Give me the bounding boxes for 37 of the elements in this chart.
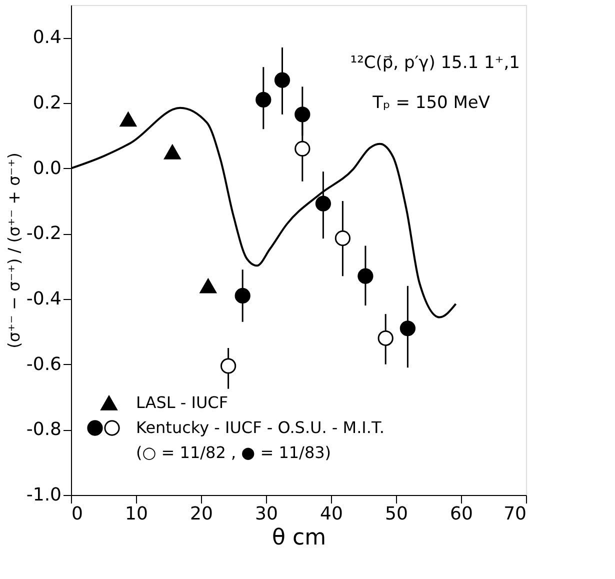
point	[274, 72, 290, 88]
x-tick-label: 0	[72, 504, 83, 524]
y-tick-label: -1.0	[26, 484, 62, 506]
annotation: (○ = 11/82 , ● = 11/83)	[136, 443, 332, 462]
y-tick-label: 0.0	[32, 158, 62, 179]
x-tick-label: 30	[255, 504, 278, 524]
point	[164, 144, 181, 160]
point	[294, 106, 310, 122]
y-tick-label: -0.4	[26, 288, 62, 310]
point	[378, 330, 394, 346]
legend-label: LASL - IUCF	[136, 393, 228, 412]
x-tick-label: 20	[190, 504, 213, 524]
point	[234, 288, 250, 304]
annotation: Tₚ = 150 MeV	[372, 93, 490, 113]
point	[120, 112, 137, 127]
point	[294, 140, 310, 157]
y-tick-label: -0.2	[26, 223, 62, 244]
y-axis-title: (σ⁺⁻ − σ⁻⁺) / (σ⁺⁻ + σ⁻⁺)	[4, 152, 24, 348]
y-tick-label: -0.8	[26, 419, 62, 440]
y-tick-label: -0.6	[26, 354, 62, 375]
x-axis-title: θ cm	[272, 526, 326, 550]
x-tick-label: 50	[385, 504, 408, 524]
annotation: ¹²C(p⃗, p′γ) 15.1 1⁺,1	[350, 53, 520, 73]
x-tick-label: 70	[504, 504, 526, 524]
point	[256, 92, 272, 108]
legend-label: Kentucky - IUCF - O.S.U. - M.I.T.	[136, 418, 384, 437]
point	[220, 358, 236, 374]
point	[200, 278, 216, 294]
point	[334, 230, 351, 246]
x-tick-label: 40	[320, 504, 343, 524]
y-tick-label: 0.4	[32, 27, 62, 48]
point	[358, 268, 374, 284]
x-tick-label: 60	[450, 504, 473, 524]
y-tick-label: 0.2	[32, 92, 62, 114]
point	[400, 320, 416, 336]
x-tick-label: 10	[125, 504, 148, 524]
point	[315, 196, 332, 212]
